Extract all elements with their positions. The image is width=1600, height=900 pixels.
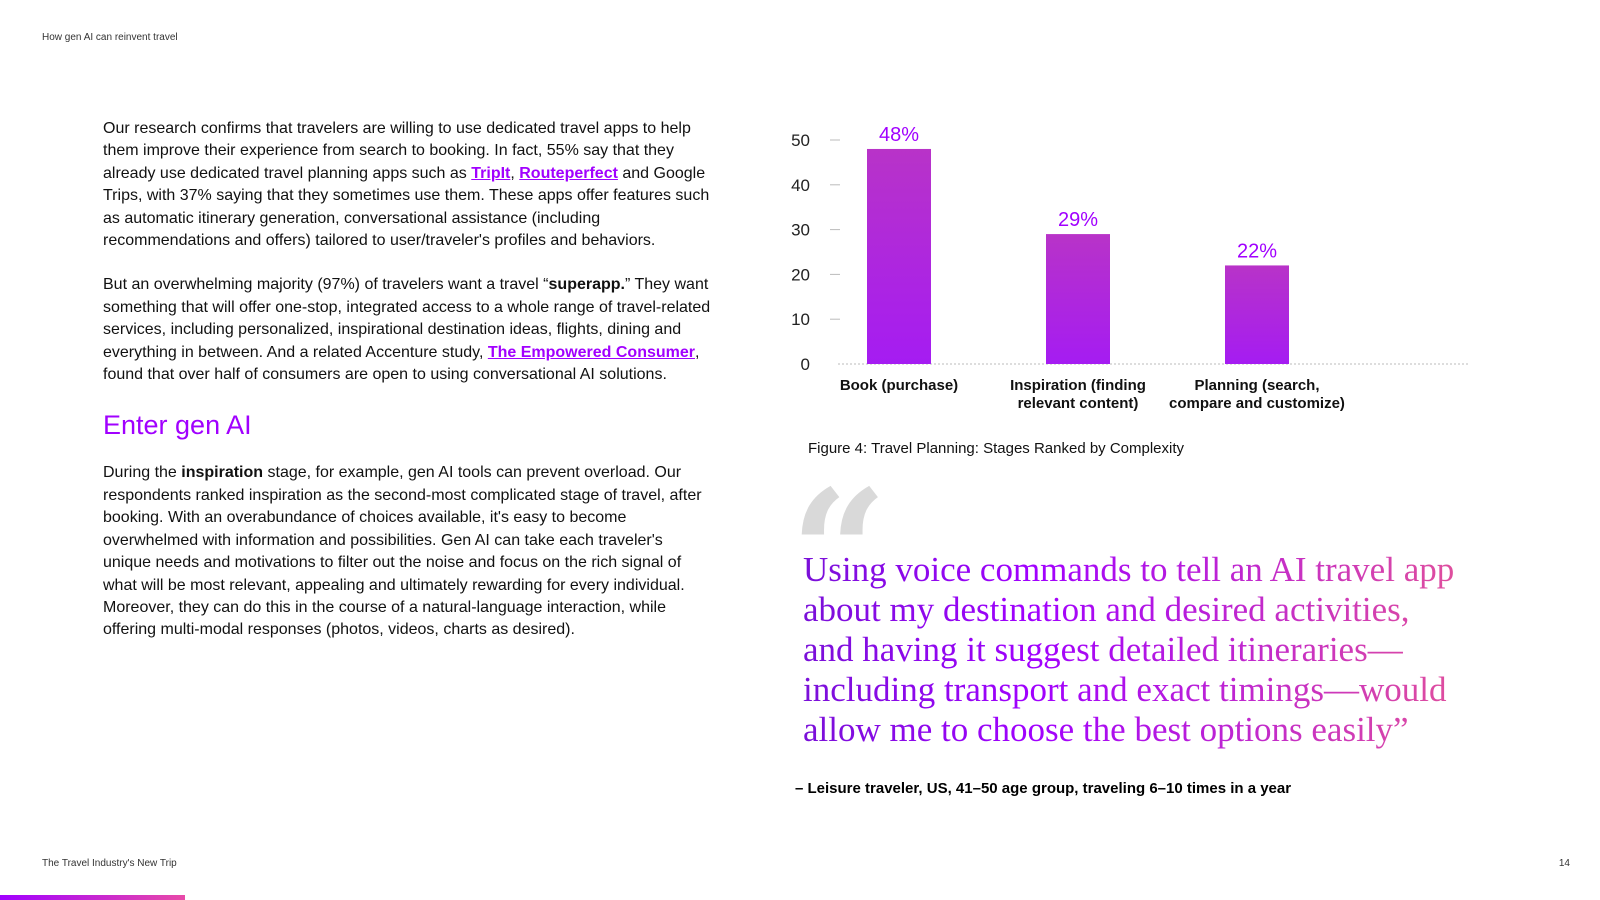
bar-chart: 0 10 20 30 40 50 48% Book (purchase) 29% Inspirat… [790,110,1470,430]
quote-attribution: – Leisure traveler, US, 41–50 age group,… [795,780,1292,797]
x-category-label: relevant content) [1018,395,1139,412]
figure-caption: Figure 4: Travel Planning: Stages Ranked… [808,440,1185,457]
text-run: ” They want something that will offer on… [103,276,711,361]
y-tick-label: 10 [791,310,810,329]
text-run: During the [103,464,182,482]
text-run: Our research confirms that travelers are… [103,120,691,182]
x-category-label: Inspiration (finding [1010,377,1146,394]
link-empowered-consumer[interactable]: The Empowered Consumer [487,343,695,361]
text-run: , found that over half of consumers are … [103,343,700,384]
section-heading: Enter gen AI [103,410,252,441]
bar [1046,234,1110,364]
bold-superapp: superapp. [548,276,625,294]
x-category-label: Book (purchase) [840,377,958,394]
paragraph-apps: Our research confirms that travelers are… [103,118,713,252]
bar [867,148,931,364]
footer-title: The Travel Industry's New Trip [42,858,177,869]
paragraph-superapp: But an overwhelming majority (97%) of tr… [103,274,713,386]
bar-value-label: 29% [1058,209,1098,231]
y-tick-label: 50 [791,131,810,150]
text-run: But an overwhelming majority (97%) of tr… [103,276,549,294]
page-number: 14 [1558,858,1570,869]
y-tick-label: 0 [801,355,810,374]
y-tick-label: 40 [791,176,810,195]
bar-value-label: 48% [879,124,919,146]
text-run: and Google Trips, with 37% saying that t… [103,164,710,250]
quote-mark-icon: “ [790,468,888,638]
link-routeperfect[interactable]: Routeperfect [519,164,618,182]
bar-chart-svg: 0 10 20 30 40 50 48% Book (purchase) 29% Inspirat… [791,124,1470,412]
link-tripit[interactable]: TripIt [471,164,511,182]
running-header: How gen AI can reinvent travel [42,32,178,43]
text-run: , [510,164,520,182]
x-category-label: compare and customize) [1169,395,1345,412]
pull-quote: Using voice commands to tell an AI trave… [803,550,1463,750]
body-text-column: Our research confirms that travelers are… [103,118,713,664]
paragraph-inspiration: During the inspiration stage, for exampl… [103,462,713,641]
footer-accent-bar [0,895,185,900]
bold-inspiration: inspiration [181,464,264,482]
x-category-label: Planning (search, [1194,377,1319,394]
y-tick-label: 30 [791,221,810,240]
bar [1225,265,1289,364]
y-tick-label: 20 [791,265,810,284]
bar-value-label: 22% [1237,240,1277,262]
text-run: stage, for example, gen AI tools can pre… [103,464,702,639]
